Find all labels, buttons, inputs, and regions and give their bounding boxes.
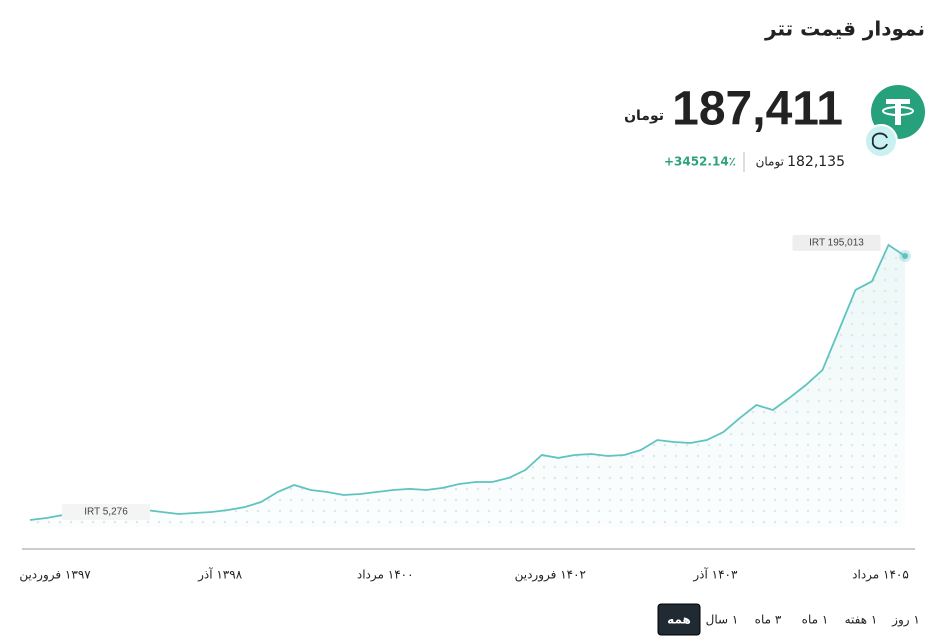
- secondary-price: 182,135: [787, 154, 845, 170]
- range-button[interactable]: ۳ ماه: [755, 613, 782, 627]
- chart: IRT 5,276 IRT 195,013 ۱۳۹۷ فروردین ۱۳۹۸ آذر…: [19, 235, 911, 583]
- area-dots: [30, 245, 905, 527]
- price-unit: تومان: [624, 108, 664, 124]
- range-button-active[interactable]: [657, 603, 701, 636]
- page-title: نمودار قیمت تتر: [764, 17, 925, 41]
- x-tick-label: ۱۴۰۲ فروردین: [515, 568, 586, 583]
- value-label: IRT 5,276: [84, 507, 128, 518]
- tether-icon: [864, 85, 925, 158]
- x-tick-label: ۱۴۰۵ مرداد: [852, 568, 909, 583]
- value-label-box: [792, 235, 881, 251]
- value-label: IRT 195,013: [809, 238, 864, 249]
- x-tick-label: ۱۳۹۷ فروردین: [19, 568, 91, 583]
- x-tick-label: ۱۳۹۸ آذر: [197, 567, 243, 583]
- value-label-box: [62, 504, 150, 520]
- range-button[interactable]: ۱ سال: [706, 613, 739, 627]
- range-button[interactable]: ۱ هفته: [845, 613, 878, 627]
- price-line: [29, 243, 906, 521]
- range-buttons: همه ۱ سال ۳ ماه ۱ ماه ۱ هفته ۱ روز: [657, 603, 920, 636]
- change: +3452.14٪: [664, 155, 736, 169]
- range-button[interactable]: ۱ ماه: [802, 613, 829, 627]
- current-dot: [902, 253, 908, 260]
- range-button[interactable]: ۱ روز: [891, 613, 920, 628]
- secondary-unit: تومان: [756, 155, 784, 170]
- x-tick-label: ۱۴۰۰ مرداد: [357, 568, 414, 583]
- range-button[interactable]: همه: [667, 613, 691, 627]
- price: 187,411: [672, 83, 843, 136]
- x-tick-label: ۱۴۰۳ آذر: [692, 567, 738, 583]
